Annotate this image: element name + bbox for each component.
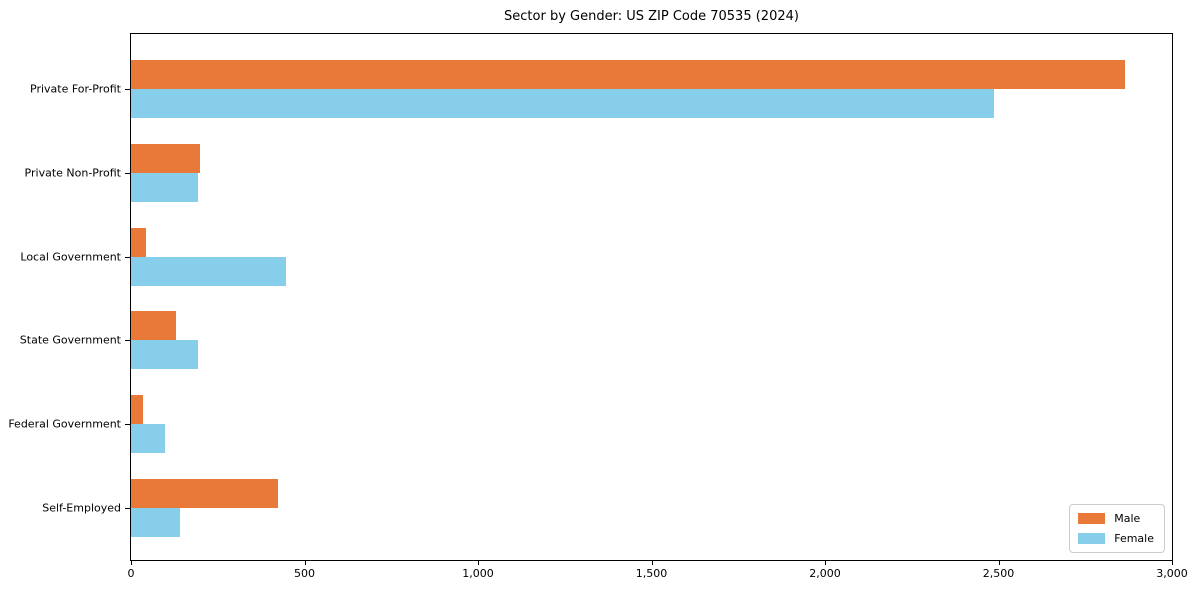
bar-female-2 (131, 256, 287, 286)
legend-item-female: Female (1078, 532, 1154, 545)
legend: Male Female (1069, 504, 1165, 553)
x-tick-label-4: 2,000 (809, 567, 841, 580)
x-tick-label-6: 3,000 (1156, 567, 1188, 580)
x-tick-mark-6 (1172, 560, 1173, 565)
legend-swatch-male (1078, 513, 1106, 524)
legend-item-male: Male (1078, 512, 1154, 525)
bar-male-5 (131, 479, 278, 508)
y-tick-mark-5 (125, 508, 130, 509)
x-tick-mark-2 (478, 560, 479, 565)
x-tick-marks (131, 560, 1173, 565)
x-tick-mark-5 (998, 560, 1000, 565)
bar-male-2 (131, 227, 146, 257)
bar-male-1 (131, 143, 201, 173)
legend-swatch-female (1078, 533, 1106, 544)
legend-label-female: Female (1114, 532, 1154, 545)
bar-female-0 (131, 89, 994, 118)
y-axis-labels: Private For-Profit Private Non-Profit Loca… (0, 34, 121, 560)
bar-female-4 (131, 424, 166, 454)
y-tick-mark-0 (125, 89, 130, 90)
y-tick-label-0: Private For-Profit (30, 82, 121, 96)
x-tick-label-3: 1,500 (635, 567, 668, 580)
bar-female-5 (131, 508, 180, 537)
bar-female-3 (131, 340, 199, 370)
x-tick-label-5: 2,500 (982, 567, 1015, 580)
chart-title: Sector by Gender: US ZIP Code 70535 (202… (504, 9, 799, 24)
y-tick-mark-2 (125, 256, 130, 258)
y-tick-mark-4 (125, 424, 130, 426)
legend-label-male: Male (1114, 512, 1141, 525)
y-tick-mark-3 (125, 340, 130, 342)
x-tick-mark-4 (825, 560, 826, 565)
y-tick-label-2: Local Government (20, 250, 121, 264)
y-tick-mark-1 (125, 172, 130, 174)
bar-female-1 (131, 172, 198, 202)
x-tick-mark-3 (651, 560, 653, 565)
plot-area: Male Female (130, 33, 1173, 561)
x-tick-label-2: 1,000 (462, 567, 494, 580)
y-tick-marks (125, 34, 130, 560)
x-tick-mark-0 (131, 560, 132, 565)
bar-male-0 (131, 60, 1126, 89)
y-tick-label-3: State Government (19, 333, 121, 347)
bar-male-4 (131, 395, 144, 425)
y-tick-label-4: Federal Government (8, 417, 121, 431)
x-axis-labels: 0 500 1,000 1,500 2,000 2,500 3,000 (127, 567, 1188, 583)
x-tick-label-0: 0 (127, 567, 135, 580)
x-tick-label-1: 500 (294, 567, 315, 580)
y-tick-label-1: Private Non-Profit (24, 166, 121, 180)
bar-male-3 (131, 311, 177, 341)
x-tick-mark-1 (304, 560, 306, 565)
y-tick-label-5: Self-Employed (42, 501, 121, 515)
